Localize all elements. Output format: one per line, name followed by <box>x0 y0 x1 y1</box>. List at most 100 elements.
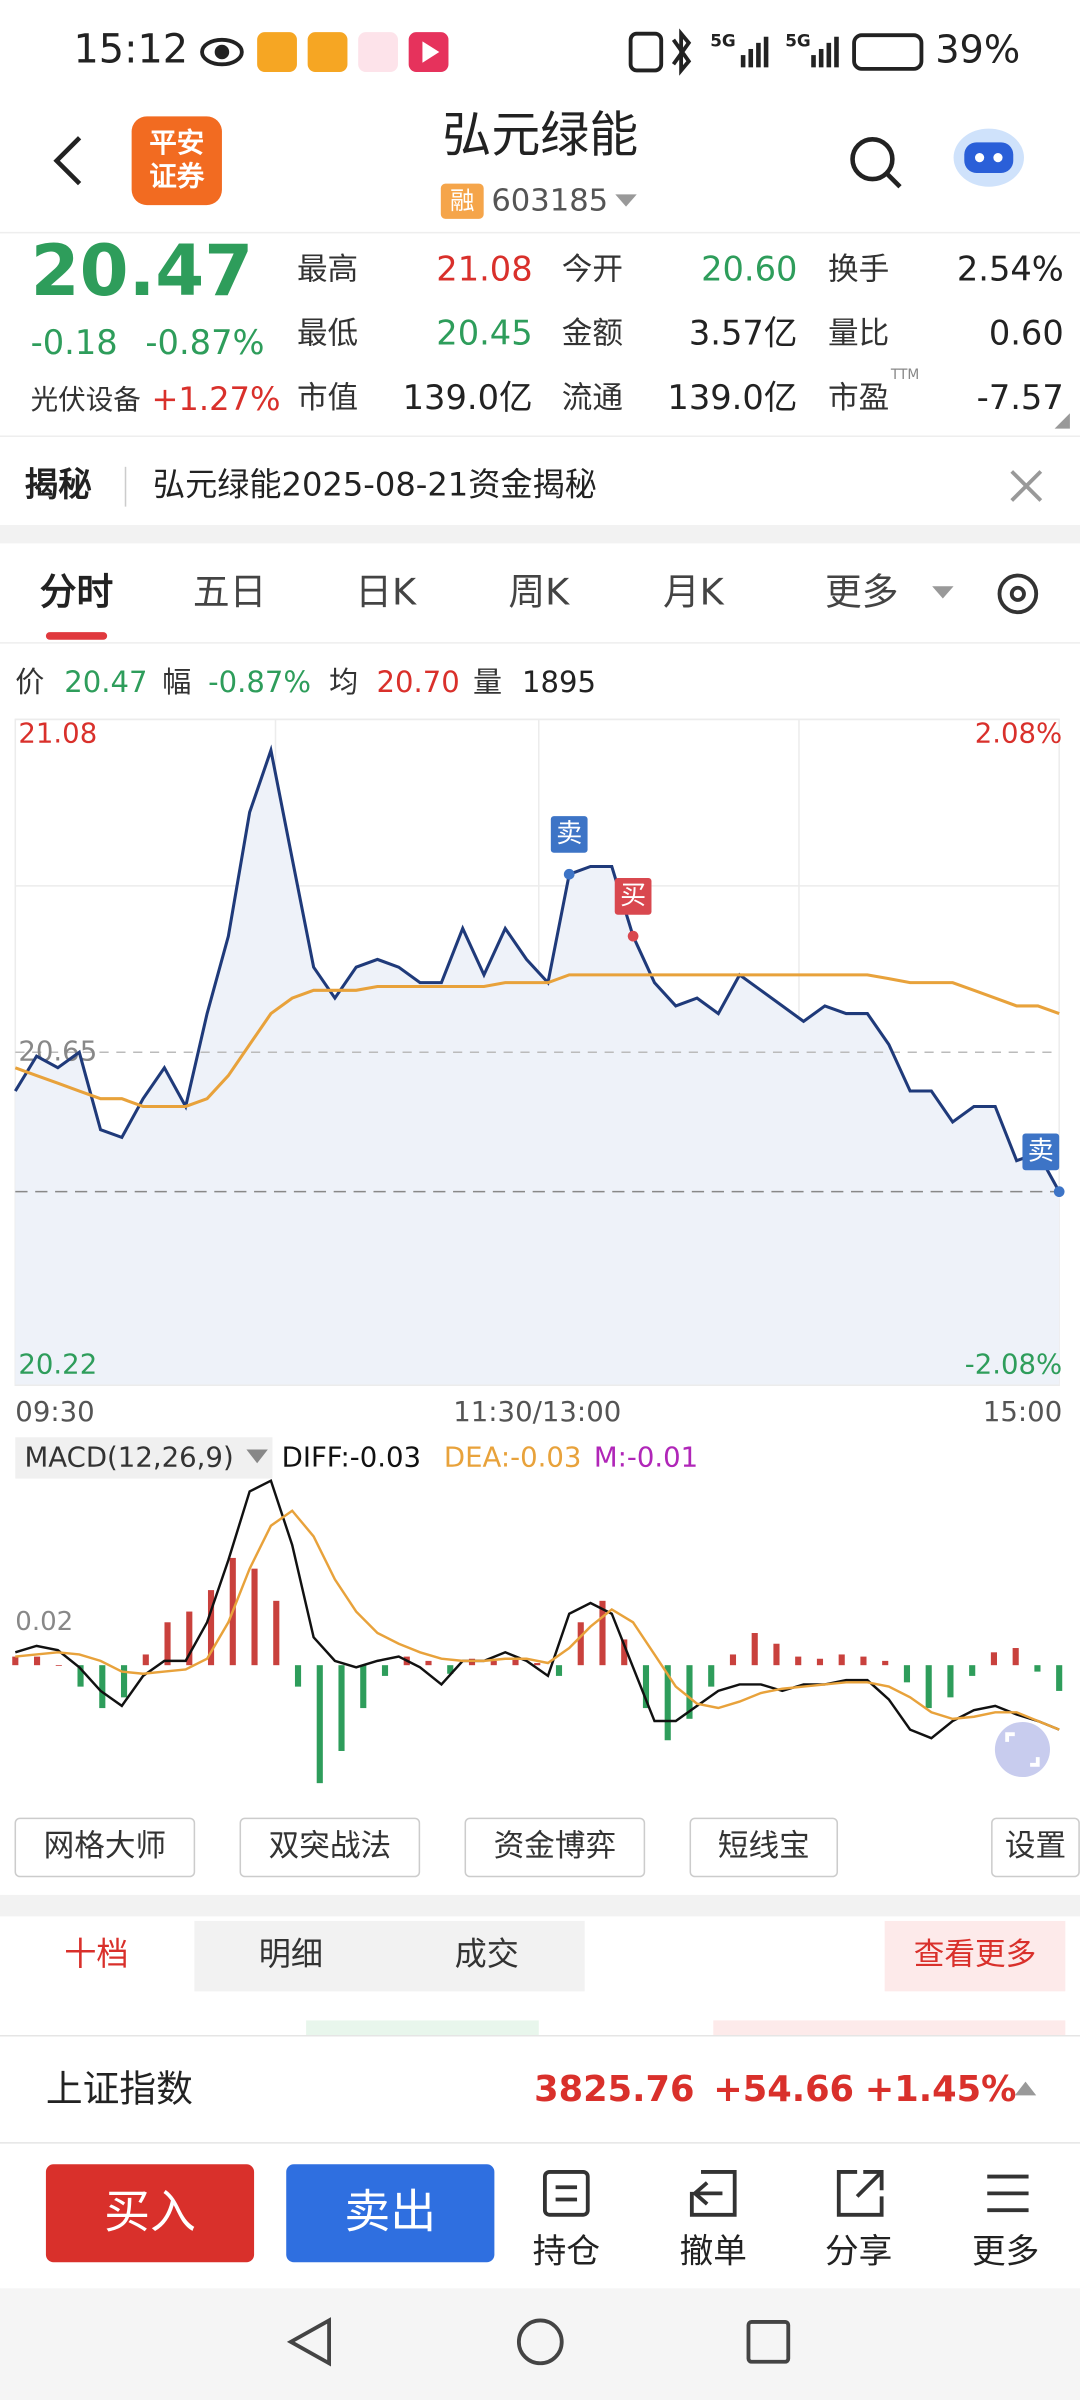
nfc-icon <box>628 31 664 73</box>
macd-bar <box>947 1665 954 1698</box>
eye-icon <box>200 37 244 67</box>
notice-text[interactable]: 弘元绿能2025-08-21资金揭秘 <box>153 466 597 504</box>
order-tab[interactable]: 成交 <box>455 1935 519 1973</box>
signal-dot <box>627 930 639 942</box>
action-label[interactable]: 持仓 <box>533 2232 600 2271</box>
tool-button[interactable] <box>991 1817 1080 1878</box>
y2-tick-label: -2.08% <box>965 1348 1062 1380</box>
tool-button[interactable] <box>689 1817 839 1878</box>
order-tab[interactable]: 明细 <box>259 1935 323 1973</box>
nav-home[interactable] <box>516 2318 564 2366</box>
indicator-title: MACD(12,26,9) <box>24 1442 233 1474</box>
macd-chart: MACD(12,26,9) DIFF:-0.03 DEA:-0.03 M:-0.01 0… <box>12 1437 1063 1784</box>
settings-button[interactable] <box>997 573 1039 615</box>
view-more[interactable]: 查看更多 <box>914 1938 1036 1973</box>
average-line <box>14 973 1060 1109</box>
stat-value: 2.54% <box>957 249 1064 288</box>
battery-icon <box>852 33 924 71</box>
close-notice[interactable] <box>1010 470 1043 502</box>
signal-bars <box>740 36 839 68</box>
indicator-selector[interactable] <box>15 1437 273 1479</box>
indicator-dropdown[interactable] <box>246 1449 268 1464</box>
buy-label: 买入 <box>104 2184 196 2238</box>
legend-entry: M:-0.01 <box>594 1442 698 1474</box>
macd-bar <box>99 1665 106 1709</box>
macd-bar <box>816 1658 824 1666</box>
sell-label: 卖出 <box>344 2184 436 2238</box>
tool-button[interactable] <box>464 1817 646 1878</box>
search-circle <box>850 136 895 182</box>
signal-bar <box>763 36 769 68</box>
notice-tag: 揭秘 <box>24 465 92 504</box>
stat-label: 换手 <box>828 252 889 287</box>
stat-label: 市盈 <box>828 381 889 416</box>
margin-badge <box>440 183 484 219</box>
stat-value: 3.57亿 <box>689 314 798 353</box>
period-tab[interactable]: 周K <box>508 570 570 613</box>
nav-back[interactable] <box>286 2317 331 2367</box>
tool-buttons: 网格大师 双突战法 资金博弈 短线宝 设置 <box>14 1817 1080 1878</box>
expand-arrow[interactable] <box>1014 2081 1037 2096</box>
stat-value: 21.08 <box>436 249 532 288</box>
action-label[interactable]: 撤单 <box>680 2232 747 2271</box>
tool-button[interactable] <box>239 1817 421 1878</box>
more-dropdown[interactable] <box>932 586 954 599</box>
macd-bar <box>142 1654 149 1666</box>
period-tab[interactable]: 日K <box>355 570 417 613</box>
info-label: 幅 <box>162 665 191 699</box>
index-change: +54.66 <box>713 2069 854 2110</box>
eye-pupil <box>214 44 230 60</box>
y-tick-label: 20.65 <box>18 1035 97 1067</box>
network-label: 5G <box>710 30 736 50</box>
stat-value: 20.60 <box>701 249 797 288</box>
action-label[interactable]: 更多 <box>972 2232 1039 2271</box>
period-tab[interactable]: 分时 <box>40 570 113 613</box>
signal-dot <box>563 868 575 880</box>
signal-bar <box>826 42 832 68</box>
signal-bar <box>756 42 761 68</box>
zoom-button[interactable] <box>994 1721 1050 1778</box>
macd-bar <box>77 1665 84 1687</box>
nav-recent[interactable] <box>746 2320 791 2364</box>
signal-bar <box>811 55 816 68</box>
nav-bar <box>0 2288 1080 2400</box>
macd-bar <box>33 1656 41 1666</box>
macd-bar <box>360 1665 367 1709</box>
stat-label: 今开 <box>562 252 623 287</box>
signal-label: 卖 <box>556 819 582 849</box>
macd-bar <box>512 1658 519 1666</box>
macd-bar <box>316 1665 323 1784</box>
macd-bar <box>795 1656 802 1666</box>
stat-value: -7.57 <box>977 378 1064 417</box>
back-button[interactable] <box>53 136 82 186</box>
expand-corner[interactable] <box>1054 413 1070 429</box>
order-tab[interactable]: 十档 <box>64 1935 128 1973</box>
macd-line <box>15 1509 1060 1731</box>
share-icon <box>836 2170 884 2217</box>
tool-button[interactable] <box>14 1817 196 1878</box>
order-tabs: 十档 明细 成交 <box>64 1935 519 1973</box>
macd-bar <box>599 1600 606 1666</box>
tool-label: 资金博弈 <box>494 1829 616 1864</box>
stat-label: 最低 <box>297 317 358 352</box>
broker-logo[interactable] <box>131 116 222 206</box>
code-dropdown[interactable] <box>615 194 637 207</box>
period-tab[interactable]: 更多 <box>825 570 898 613</box>
assistant-button[interactable] <box>953 128 1024 187</box>
index-name: 上证指数 <box>46 2067 193 2110</box>
search-handle <box>886 172 902 189</box>
macd-bar <box>120 1665 128 1698</box>
buy-button[interactable] <box>45 2164 255 2263</box>
index-bar[interactable] <box>0 2035 1080 2143</box>
period-tab[interactable]: 五日 <box>193 570 266 613</box>
more-icon <box>987 2174 1029 2213</box>
action-labels: 持仓 撤单 分享 更多 <box>533 2232 1040 2271</box>
signal-dot <box>1053 1186 1065 1198</box>
search-button[interactable] <box>850 136 902 189</box>
signal-bar <box>818 48 824 68</box>
action-label[interactable]: 分享 <box>825 2232 892 2271</box>
period-tab[interactable]: 月K <box>663 570 725 613</box>
sell-button[interactable] <box>286 2164 495 2263</box>
macd-bar <box>1034 1665 1041 1672</box>
